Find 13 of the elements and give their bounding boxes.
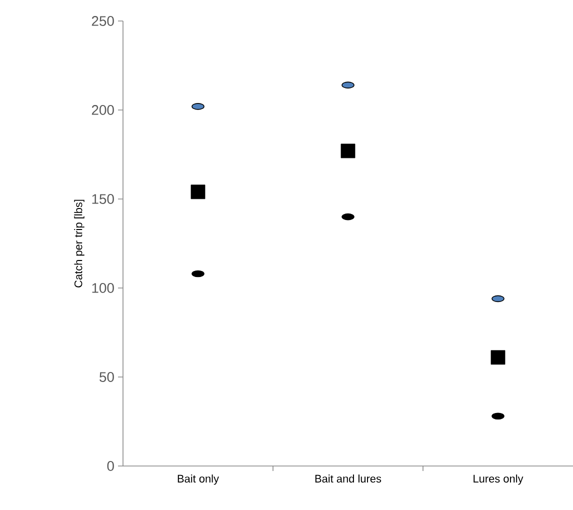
x-tick-label: Lures only: [474, 474, 524, 485]
x-tick-label: Bait only: [178, 474, 219, 485]
y-tick-label: 150: [92, 194, 114, 204]
x-tick-label: Bait and lures: [315, 474, 382, 483]
y-tick-label: 0: [107, 461, 114, 471]
point: [490, 350, 506, 365]
y-tick-label: 200: [92, 105, 114, 115]
y-axis-title: Catch per trip [lbs]: [74, 200, 84, 288]
y-tick-label: 250: [92, 16, 114, 26]
point: [340, 144, 356, 158]
point: [190, 184, 206, 200]
y-tick-label: 100: [92, 283, 114, 293]
y-tick-label: 50: [100, 372, 114, 382]
